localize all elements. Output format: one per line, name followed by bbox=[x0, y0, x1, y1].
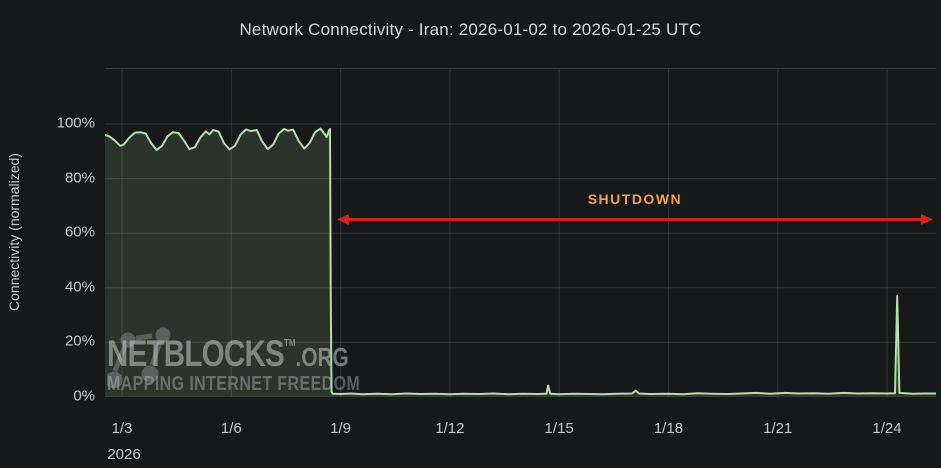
x-tick-label: 1/12 bbox=[435, 420, 465, 437]
shutdown-arrow-left-head bbox=[336, 214, 349, 226]
y-tick-label: 80% bbox=[64, 169, 95, 187]
x-tick-label: 1/21 bbox=[763, 420, 793, 437]
y-tick-label: 60% bbox=[64, 223, 95, 241]
x-tick-label: 1/15 bbox=[544, 420, 574, 437]
y-tick-label: 20% bbox=[64, 332, 95, 350]
plot-area: SHUTDOWN NETBLOCKSTM.ORG MAPPING INTERNE… bbox=[105, 68, 936, 397]
shutdown-annotation-label: SHUTDOWN bbox=[587, 191, 683, 208]
y-tick-label: 100% bbox=[56, 114, 95, 132]
x-tick-label: 1/6 bbox=[220, 420, 242, 437]
x-tick-label: 1/18 bbox=[653, 420, 684, 437]
y-tick-label: 40% bbox=[64, 278, 95, 296]
chart-title: Network Connectivity - Iran: 2026-01-02 … bbox=[239, 20, 702, 39]
y-axis-title: Connectivity (normalized) bbox=[6, 153, 22, 311]
connectivity-area bbox=[105, 128, 936, 397]
x-tick-label: 1/9 bbox=[330, 420, 352, 437]
x-tick-label: 1/24 bbox=[872, 420, 902, 437]
y-tick-label: 0% bbox=[73, 387, 95, 405]
connectivity-line bbox=[105, 127, 936, 396]
connectivity-chart bbox=[105, 69, 936, 397]
shutdown-arrow-right-head bbox=[920, 214, 933, 226]
x-tick-label: 1/3 bbox=[111, 420, 133, 437]
x-axis-year-label: 2026 bbox=[107, 446, 141, 463]
